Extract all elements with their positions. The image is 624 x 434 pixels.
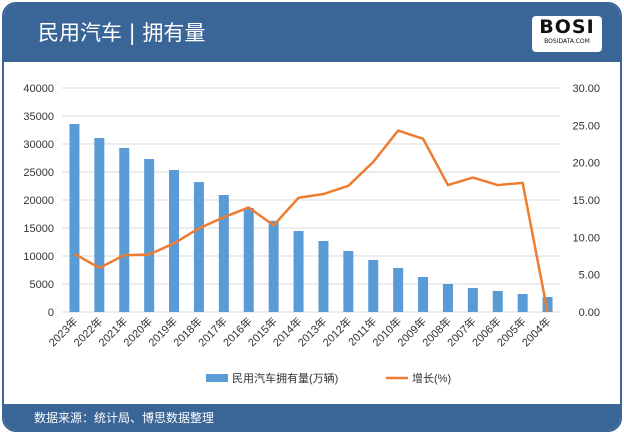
legend-label-bars: 民用汽车拥有量(万辆) [232,371,338,385]
bar [94,138,105,312]
footer-bar: 数据来源：统计局、博思数据整理 [4,404,620,430]
data-source: 数据来源：统计局、博思数据整理 [34,411,215,425]
bar [467,287,478,312]
bar [169,169,180,312]
bar [393,267,404,312]
bar [268,220,279,312]
bar [144,159,155,312]
bar [69,124,80,313]
right-tick-label: 20.00 [572,158,600,170]
right-tick-label: 10.00 [572,232,600,244]
combo-chart: 0 5000 10000 15000 20000 25000 30000 35000 40000… [23,83,600,385]
bar [442,284,453,312]
bar [293,231,304,312]
legend-label-line: 增长(%) [412,371,451,385]
bar [418,277,429,312]
right-tick-label: 15.00 [572,195,600,207]
left-tick-label: 20000 [23,195,54,207]
left-tick-label: 25000 [23,167,54,179]
right-tick-label: 5.00 [579,270,600,282]
bar [318,240,329,312]
bar [119,147,130,312]
left-tick-label: 40000 [23,83,54,95]
left-tick-label: 5000 [30,279,54,291]
growth-line [73,129,549,313]
left-tick-label: 10000 [23,251,54,263]
bar [542,296,553,312]
bar [218,195,229,312]
left-tick-label: 35000 [23,111,54,123]
left-tick-label: 15000 [23,223,54,235]
bar [193,182,204,312]
bar [492,291,503,312]
right-tick-label: 0.00 [579,307,600,319]
left-tick-label: 30000 [23,139,54,151]
bosi-logo: BOSI BOSIDATA.COM [532,16,602,52]
bar [343,251,354,312]
bar [243,208,254,312]
right-tick-label: 30.00 [572,83,600,95]
right-tick-label: 25.00 [572,120,600,132]
left-tick-label: 0 [48,307,54,319]
bar [517,294,528,312]
bar [368,259,379,312]
header-bar: 民用汽车 | 拥有量 BOSI BOSIDATA.COM [4,4,620,62]
page-title: 民用汽车 | 拥有量 [38,21,206,45]
legend-swatch-bars [206,374,228,382]
